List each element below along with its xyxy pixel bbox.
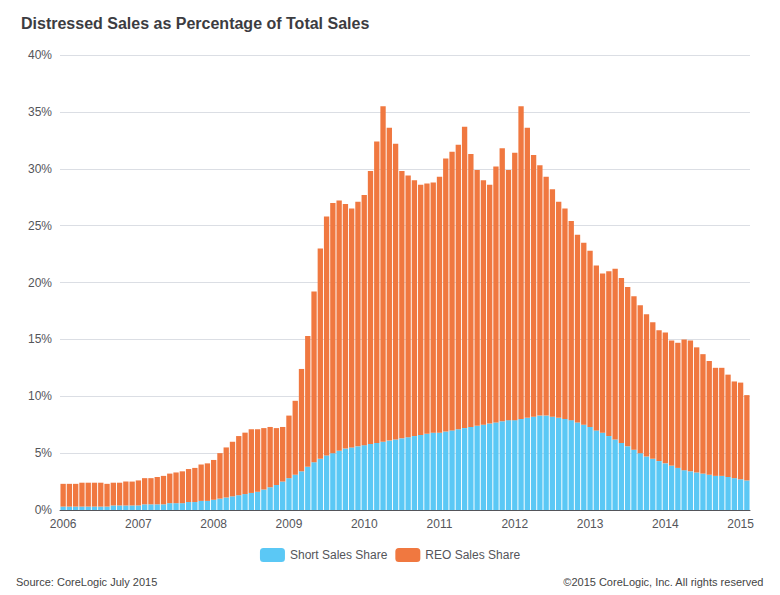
svg-text:2008: 2008 [200, 517, 227, 531]
svg-text:REO Sales Share: REO Sales Share [425, 548, 520, 562]
svg-text:2006: 2006 [50, 517, 77, 531]
svg-text:Short Sales Share: Short Sales Share [290, 548, 388, 562]
svg-text:©2015 CoreLogic, Inc. All righ: ©2015 CoreLogic, Inc. All rights reserve… [563, 576, 763, 588]
svg-text:0%: 0% [35, 503, 53, 517]
svg-text:2011: 2011 [427, 517, 453, 531]
svg-text:2014: 2014 [652, 517, 679, 531]
svg-text:Distressed Sales as Percentage: Distressed Sales as Percentage of Total … [21, 15, 369, 32]
svg-text:20%: 20% [28, 276, 52, 290]
svg-text:Source: CoreLogic July 2015: Source: CoreLogic July 2015 [16, 576, 157, 588]
svg-text:10%: 10% [28, 389, 52, 403]
svg-text:2007: 2007 [125, 517, 152, 531]
svg-text:30%: 30% [28, 162, 52, 176]
svg-text:2013: 2013 [577, 517, 604, 531]
svg-text:25%: 25% [28, 219, 52, 233]
svg-text:2012: 2012 [501, 517, 528, 531]
svg-text:5%: 5% [35, 446, 53, 460]
svg-text:2015: 2015 [727, 517, 754, 531]
svg-text:35%: 35% [28, 105, 52, 119]
svg-text:40%: 40% [28, 48, 52, 62]
svg-text:2009: 2009 [276, 517, 303, 531]
svg-text:15%: 15% [28, 332, 52, 346]
svg-text:2010: 2010 [351, 517, 378, 531]
